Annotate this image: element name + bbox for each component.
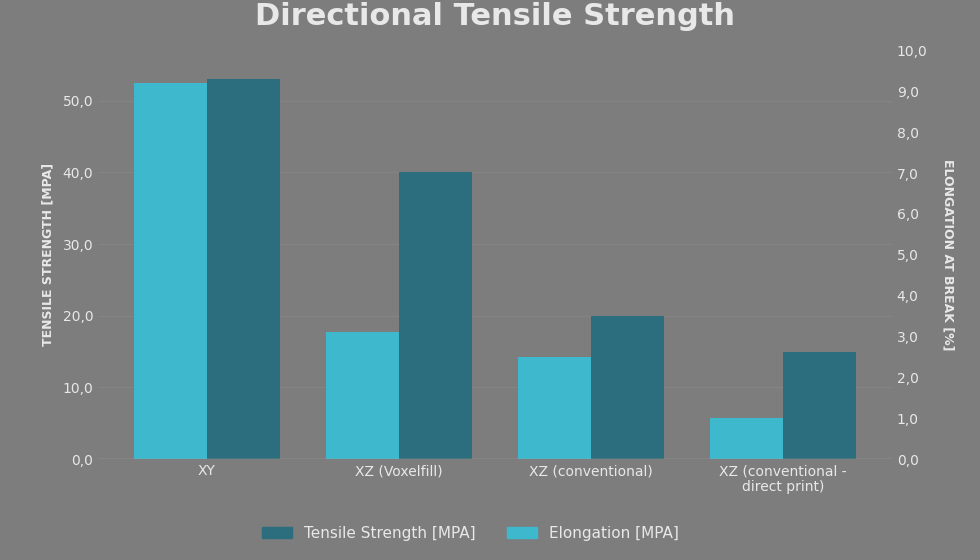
Bar — [326, 333, 399, 459]
Bar — [207, 79, 280, 459]
Y-axis label: ELONGATION AT BREAK [%]: ELONGATION AT BREAK [%] — [942, 159, 955, 351]
Bar — [399, 172, 471, 459]
Legend: Tensile Strength [MPA], Elongation [MPA]: Tensile Strength [MPA], Elongation [MPA] — [256, 520, 685, 547]
Bar — [134, 83, 207, 459]
Bar — [710, 418, 783, 459]
Bar — [591, 316, 663, 459]
Title: Directional Tensile Strength: Directional Tensile Strength — [255, 2, 735, 31]
Bar — [518, 357, 591, 459]
Y-axis label: TENSILE STRENGTH [MPA]: TENSILE STRENGTH [MPA] — [41, 163, 54, 347]
Bar — [783, 352, 856, 459]
